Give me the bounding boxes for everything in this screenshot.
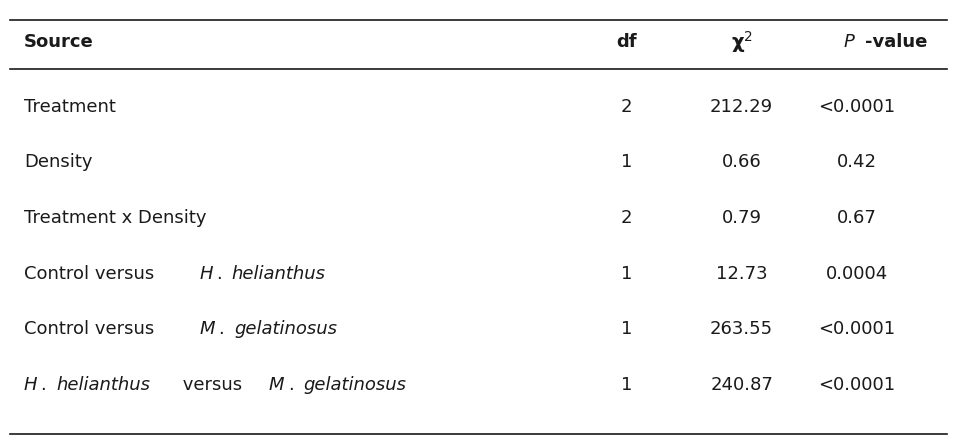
- Text: $\bf{\it{P}}$: $\bf{\it{P}}$: [843, 33, 856, 51]
- Text: 0.67: 0.67: [836, 209, 877, 227]
- Text: .: .: [289, 376, 300, 394]
- Text: helianthus: helianthus: [56, 376, 150, 394]
- Text: 0.79: 0.79: [722, 209, 762, 227]
- Text: 2: 2: [621, 98, 633, 116]
- Text: H: H: [199, 265, 212, 283]
- Text: 0.42: 0.42: [836, 154, 877, 171]
- Text: Control versus: Control versus: [24, 265, 160, 283]
- Text: <0.0001: <0.0001: [818, 98, 895, 116]
- Text: M: M: [199, 320, 215, 338]
- Text: gelatinosus: gelatinosus: [234, 320, 337, 338]
- Text: Density: Density: [24, 154, 93, 171]
- Text: gelatinosus: gelatinosus: [303, 376, 407, 394]
- Text: M: M: [269, 376, 284, 394]
- Text: versus: versus: [177, 376, 249, 394]
- Text: Treatment: Treatment: [24, 98, 116, 116]
- Text: 2: 2: [621, 209, 633, 227]
- Text: 263.55: 263.55: [710, 320, 773, 338]
- Text: 1: 1: [621, 154, 633, 171]
- Text: 212.29: 212.29: [710, 98, 773, 116]
- Text: -value: -value: [865, 33, 927, 51]
- Text: 12.73: 12.73: [716, 265, 768, 283]
- Text: $\mathbf{\chi}^2$: $\mathbf{\chi}^2$: [730, 29, 753, 55]
- Text: .: .: [41, 376, 53, 394]
- Text: 240.87: 240.87: [710, 376, 773, 394]
- Text: helianthus: helianthus: [232, 265, 325, 283]
- Text: 0.66: 0.66: [722, 154, 762, 171]
- Text: <0.0001: <0.0001: [818, 376, 895, 394]
- Text: Source: Source: [24, 33, 94, 51]
- Text: df: df: [616, 33, 637, 51]
- Text: .: .: [217, 265, 229, 283]
- Text: Treatment x Density: Treatment x Density: [24, 209, 207, 227]
- Text: Control versus: Control versus: [24, 320, 160, 338]
- Text: 1: 1: [621, 265, 633, 283]
- Text: <0.0001: <0.0001: [818, 320, 895, 338]
- Text: 0.0004: 0.0004: [825, 265, 888, 283]
- Text: .: .: [219, 320, 231, 338]
- Text: H: H: [24, 376, 37, 394]
- Text: 1: 1: [621, 320, 633, 338]
- Text: 1: 1: [621, 376, 633, 394]
